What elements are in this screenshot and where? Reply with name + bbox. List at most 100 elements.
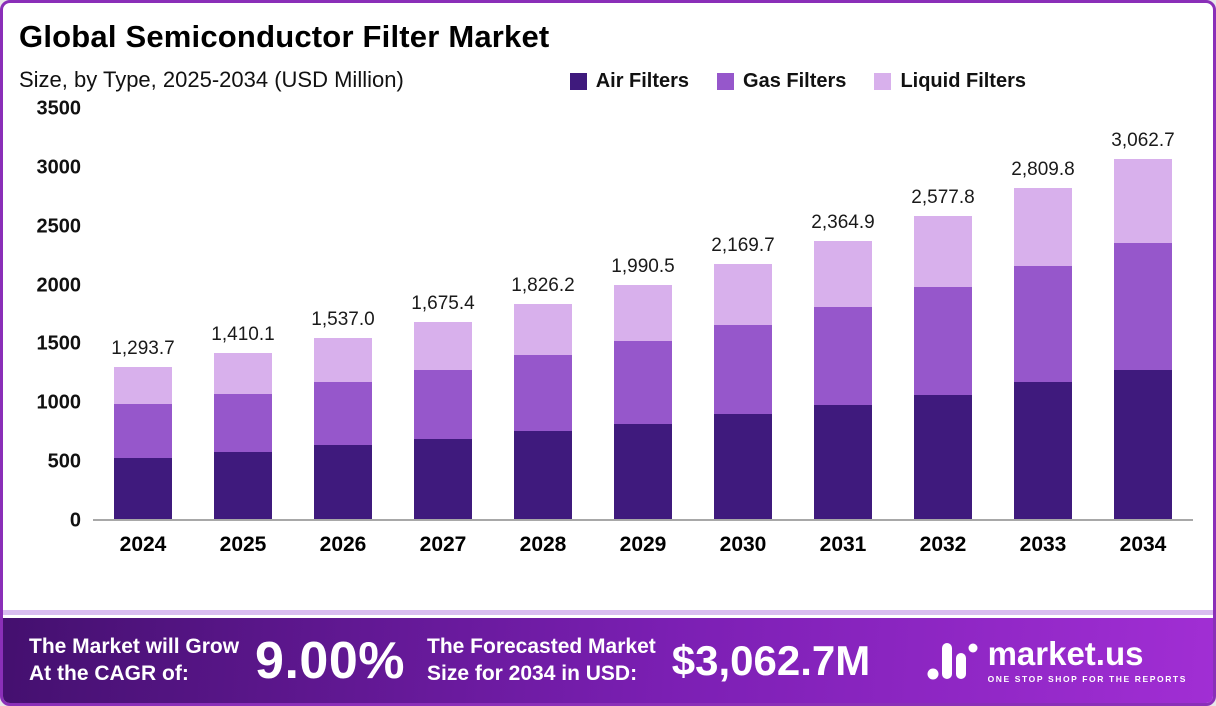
bar-segment-gas-filters xyxy=(114,403,172,458)
bar-segment-air-filters xyxy=(714,414,772,519)
bar-group-2031: 2,364.9 xyxy=(793,109,893,519)
bar-segment-gas-filters xyxy=(1114,243,1172,370)
bar-segment-air-filters xyxy=(314,445,372,519)
bar-segment-gas-filters xyxy=(514,355,572,432)
y-axis-tick-500: 500 xyxy=(47,450,81,473)
bar-group-2030: 2,169.7 xyxy=(693,109,793,519)
bar-2032 xyxy=(914,215,972,519)
bar-group-2026: 1,537.0 xyxy=(293,109,393,519)
x-axis: 2024 2025 2026 2027 2028 2029 2030 2031 2032 2033… xyxy=(93,533,1193,557)
legend-swatch-gas-filters xyxy=(717,73,735,90)
bar-segment-gas-filters xyxy=(314,382,372,446)
x-axis-label-2025: 2025 xyxy=(219,533,267,556)
bar-group-2029: 1,990.5 xyxy=(593,109,693,519)
cagr-label-line1: The Market will Grow xyxy=(29,635,240,659)
bar-segment-liquid-filters xyxy=(114,366,172,404)
cagr-value: 9.00% xyxy=(255,631,405,690)
bar-segment-air-filters xyxy=(114,457,172,519)
bar-2024 xyxy=(114,366,172,519)
brand-tagline: ONE STOP SHOP FOR THE REPORTS xyxy=(987,674,1187,684)
forecast-value: $3,062.7M xyxy=(671,636,871,684)
brand-chart-icon xyxy=(927,642,978,679)
bar-total-label: 1,826.2 xyxy=(511,275,575,297)
y-axis-tick-2500: 2500 xyxy=(36,215,82,238)
bar-segment-air-filters xyxy=(214,451,272,519)
brand-logo: market.us ONE STOP SHOP FOR THE REPORTS xyxy=(926,637,1187,684)
y-axis-tick-1000: 1000 xyxy=(36,391,82,414)
bar-segment-gas-filters xyxy=(914,286,972,395)
bar-total-label: 2,577.8 xyxy=(911,186,975,208)
x-axis-label-2024: 2024 xyxy=(119,533,167,556)
x-axis-label-2028: 2028 xyxy=(519,533,567,556)
bar-2030 xyxy=(714,263,772,519)
footer-banner: The Market will Grow At the CAGR of: 9.0… xyxy=(3,615,1213,703)
bar-group-2027: 1,675.4 xyxy=(393,109,493,519)
plot-area: 1,293.7 1,410.1 1,537.0 1,675.4 1,826.2 1,990… xyxy=(93,109,1193,521)
y-axis-tick-0: 0 xyxy=(69,509,81,532)
y-axis-tick-2000: 2000 xyxy=(36,274,82,297)
legend-item-gas-filters: Gas Filters xyxy=(717,70,846,93)
bar-segment-liquid-filters xyxy=(814,240,872,307)
bar-total-label: 1,293.7 xyxy=(111,337,175,359)
bar-2026 xyxy=(314,338,372,519)
bar-group-2034: 3,062.7 xyxy=(1093,109,1193,519)
bar-2027 xyxy=(414,321,472,519)
bar-total-label: 2,364.9 xyxy=(811,211,875,233)
cagr-label-line2: At the CAGR of: xyxy=(29,661,189,685)
x-axis-label-2033: 2033 xyxy=(1019,533,1067,556)
legend-swatch-liquid-filters xyxy=(874,73,892,90)
legend-swatch-air-filters xyxy=(569,73,587,90)
bar-segment-liquid-filters xyxy=(714,263,772,325)
bar-2029 xyxy=(614,284,672,519)
brand-name: market.us xyxy=(987,635,1144,672)
bar-segment-gas-filters xyxy=(214,393,272,452)
y-axis-tick-1500: 1500 xyxy=(36,332,82,355)
x-axis-label-2032: 2032 xyxy=(919,533,967,556)
cagr-label: The Market will Grow At the CAGR of: xyxy=(29,634,239,687)
bar-segment-liquid-filters xyxy=(314,338,372,383)
forecast-label-line2: Size for 2034 in USD: xyxy=(427,661,638,685)
y-axis-tick-3000: 3000 xyxy=(36,156,82,179)
x-axis-label-2030: 2030 xyxy=(719,533,767,556)
bar-segment-air-filters xyxy=(614,423,672,519)
bar-segment-liquid-filters xyxy=(414,321,472,370)
bar-segment-gas-filters xyxy=(1014,265,1072,383)
page-title: Global Semiconductor Filter Market xyxy=(19,19,550,54)
x-axis-label-2026: 2026 xyxy=(319,533,367,556)
bar-group-2025: 1,410.1 xyxy=(193,109,293,519)
legend-label: Air Filters xyxy=(595,70,690,92)
bar-segment-air-filters xyxy=(1114,369,1172,519)
bar-total-label: 2,809.8 xyxy=(1011,159,1075,181)
bar-2025 xyxy=(214,353,272,519)
bar-segment-liquid-filters xyxy=(614,284,672,342)
bar-total-label: 1,990.5 xyxy=(611,255,675,277)
forecast-label-line1: The Forecasted Market xyxy=(427,635,656,659)
x-axis-label-2029: 2029 xyxy=(619,533,667,556)
bar-total-label: 1,537.0 xyxy=(311,309,375,331)
bar-group-2032: 2,577.8 xyxy=(893,109,993,519)
bar-segment-liquid-filters xyxy=(1114,158,1172,244)
bar-segment-gas-filters xyxy=(814,306,872,405)
bar-segment-liquid-filters xyxy=(914,215,972,287)
bar-segment-gas-filters xyxy=(614,341,672,424)
legend-label: Gas Filters xyxy=(743,70,847,92)
bar-group-2024: 1,293.7 xyxy=(93,109,193,519)
bar-2033 xyxy=(1014,188,1072,519)
legend-label: Liquid Filters xyxy=(900,70,1026,92)
bar-segment-gas-filters xyxy=(714,324,772,415)
forecast-label: The Forecasted Market Size for 2034 in U… xyxy=(427,634,656,687)
bar-2034 xyxy=(1114,158,1172,519)
bar-segment-air-filters xyxy=(414,438,472,519)
bar-segment-liquid-filters xyxy=(1014,188,1072,266)
x-axis-spacer xyxy=(13,533,93,557)
legend-item-air-filters: Air Filters xyxy=(569,70,690,93)
bar-group-2033: 2,809.8 xyxy=(993,109,1093,519)
bar-2028 xyxy=(514,304,572,519)
y-axis: 0 500 1000 1500 2000 2500 3000 3500 xyxy=(13,98,93,532)
bar-total-label: 1,410.1 xyxy=(211,324,275,346)
bar-total-label: 3,062.7 xyxy=(1111,129,1175,151)
bar-total-label: 1,675.4 xyxy=(411,292,475,314)
bar-2031 xyxy=(814,240,872,519)
chart-header: Global Semiconductor Filter Market Size,… xyxy=(3,3,1213,93)
bar-total-label: 2,169.7 xyxy=(711,234,775,256)
